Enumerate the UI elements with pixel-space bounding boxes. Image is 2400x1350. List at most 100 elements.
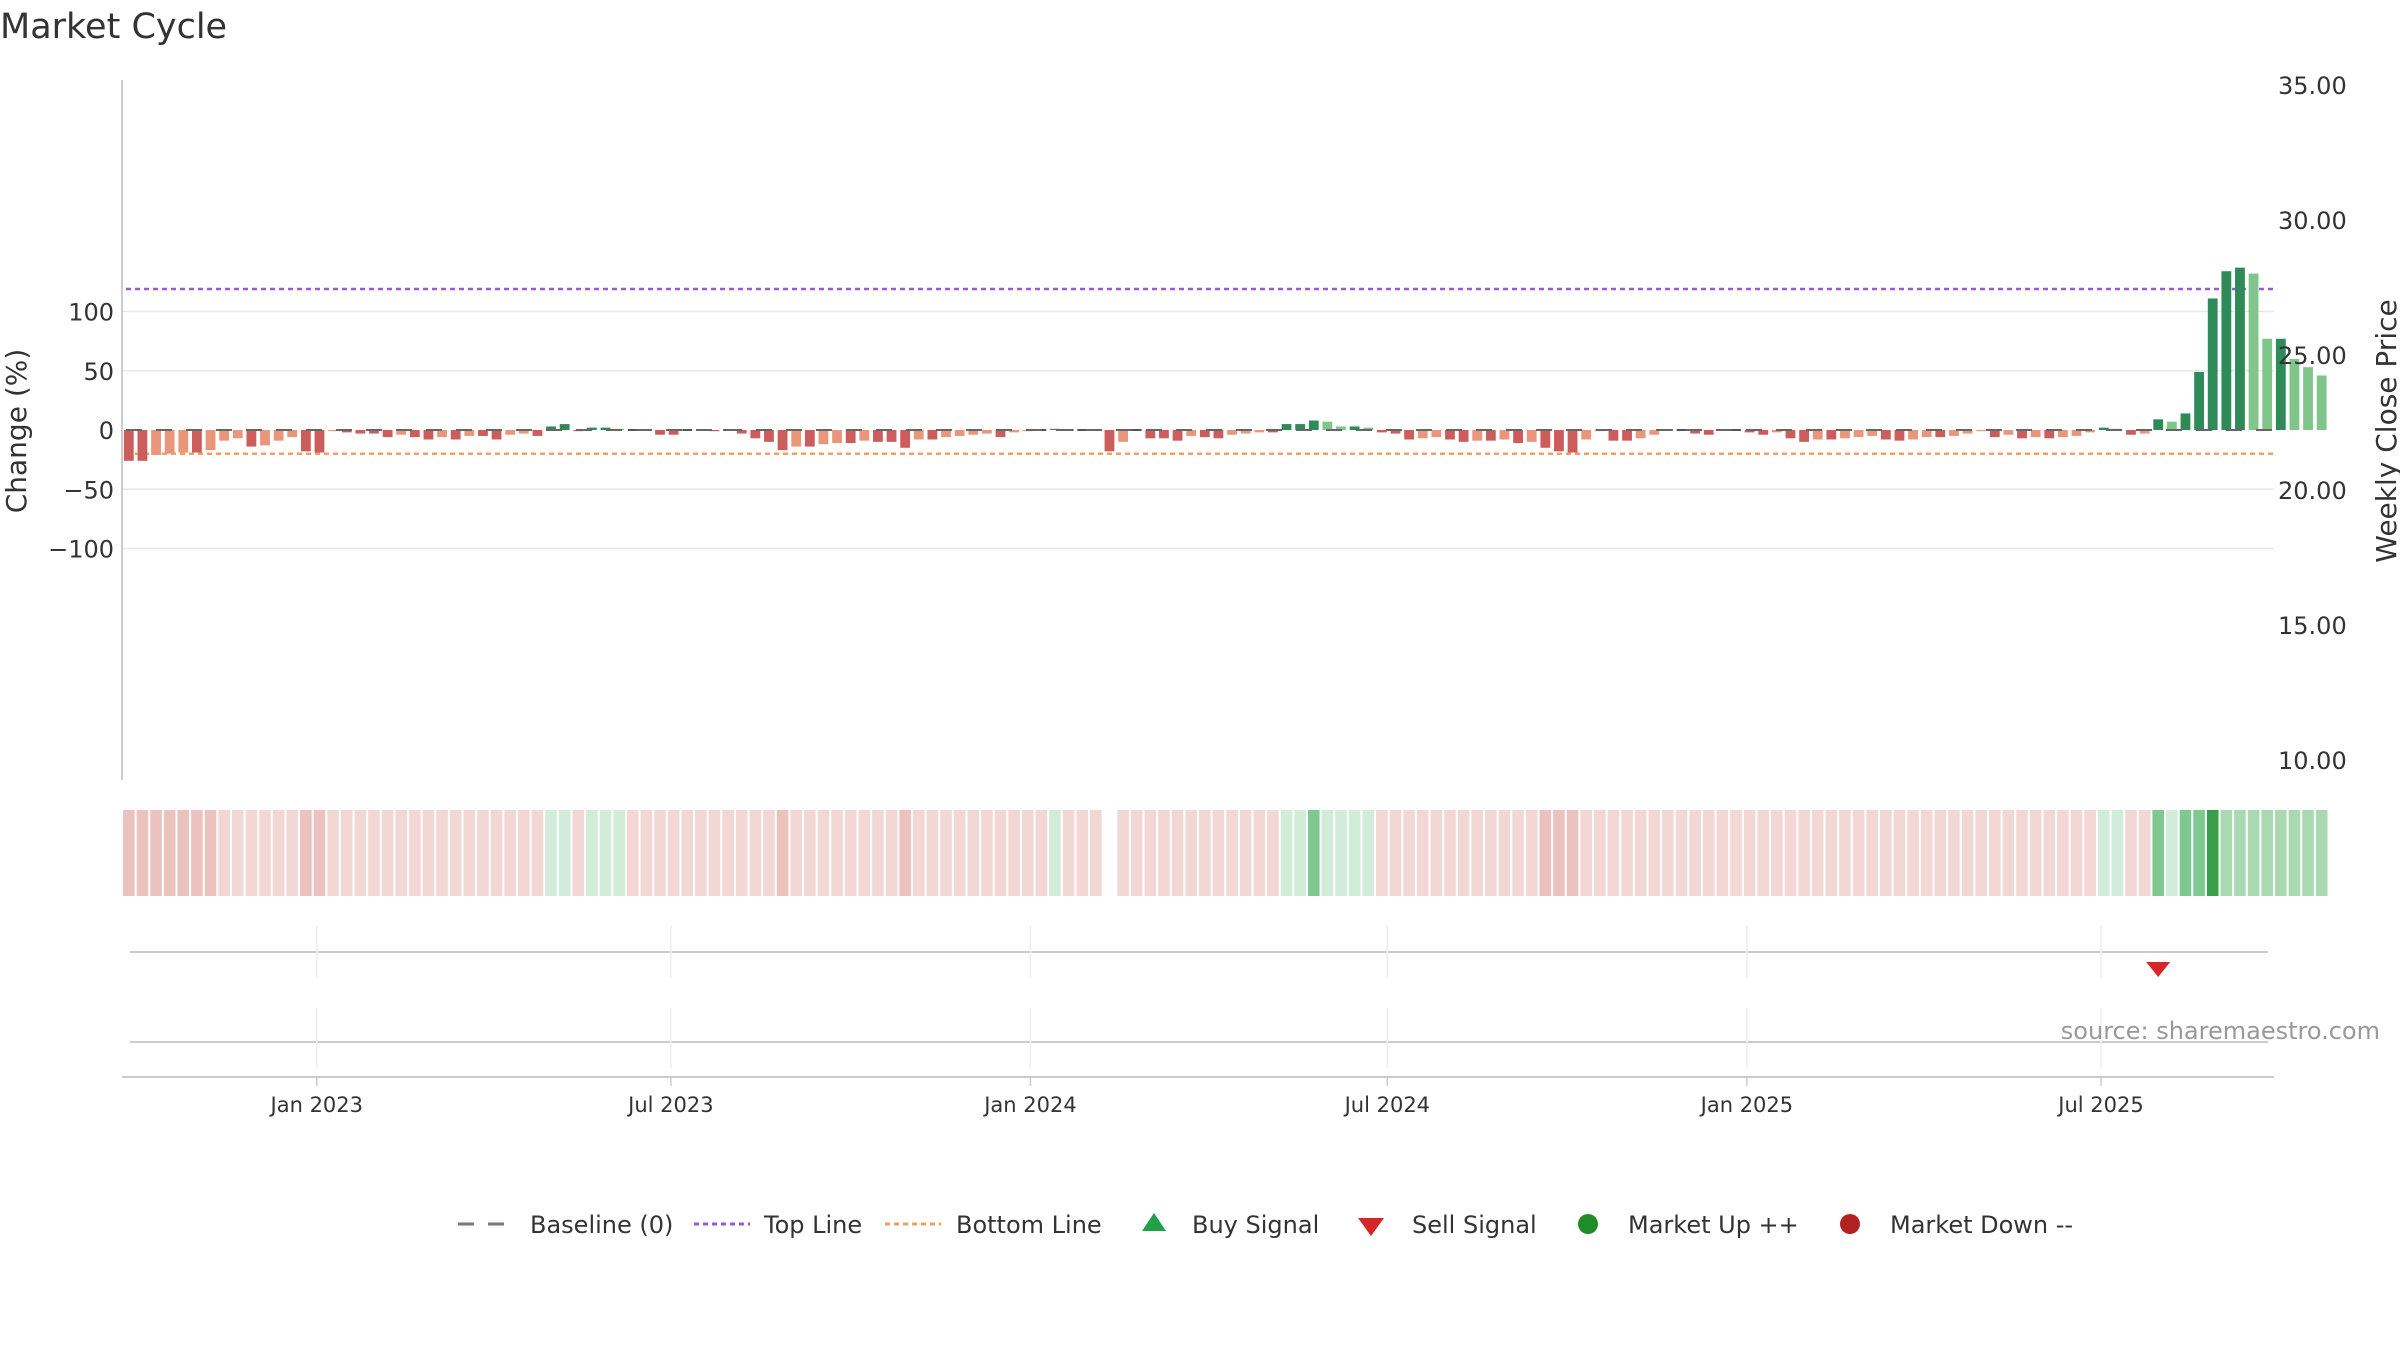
bar — [1009, 430, 1020, 433]
strip-cell — [1253, 810, 1266, 896]
legend-buy-label: Buy Signal — [1192, 1211, 1319, 1239]
bar — [2221, 271, 2232, 430]
strip-cell — [422, 810, 435, 896]
bar — [192, 430, 202, 453]
strip-cell — [763, 810, 775, 896]
x-tick-label: Jan 2024 — [982, 1093, 1077, 1117]
strip-cell — [1825, 810, 1838, 896]
cycle-strip — [123, 810, 2328, 896]
strip-cell — [1607, 810, 1620, 896]
bar — [804, 430, 815, 447]
strip-cell — [177, 810, 190, 896]
bar — [1199, 430, 1210, 438]
bar — [832, 430, 842, 444]
strip-cell — [1362, 810, 1375, 896]
bar — [178, 430, 189, 453]
bar — [1758, 430, 1769, 435]
bar — [2098, 427, 2109, 430]
strip-cell — [940, 810, 952, 896]
strip-cell — [2179, 810, 2192, 896]
bar — [886, 430, 897, 442]
strip-cell — [2084, 810, 2096, 896]
bar — [1431, 430, 1442, 438]
strip-cell — [531, 810, 544, 896]
bar — [423, 430, 434, 440]
strip-cell — [2002, 810, 2015, 896]
signal-panel — [130, 925, 2268, 978]
bar — [1213, 430, 1224, 439]
strip-cell — [640, 810, 653, 896]
right-tick-label: 30.00 — [2278, 207, 2347, 235]
bar — [1526, 430, 1537, 442]
bar — [1254, 430, 1265, 433]
strip-cell — [272, 810, 285, 896]
sell-signal-marker — [2146, 962, 2171, 977]
strip-cell — [599, 810, 612, 896]
strip-cell — [1130, 810, 1143, 896]
bar — [1376, 430, 1387, 433]
bar — [300, 430, 311, 452]
bar — [1853, 430, 1864, 438]
bar — [1867, 430, 1878, 436]
strip-cell — [1294, 810, 1306, 896]
strip-cell — [613, 810, 625, 896]
bar — [1308, 420, 1319, 430]
bar — [260, 430, 270, 446]
strip-cell — [667, 810, 680, 896]
bar — [2030, 430, 2041, 438]
left-axis-label: Change (%) — [0, 349, 33, 514]
strip-cell — [804, 810, 816, 896]
bar — [1785, 430, 1796, 439]
bar — [314, 430, 325, 453]
bar — [1690, 430, 1701, 434]
strip-cell — [1621, 810, 1633, 896]
bar — [913, 430, 924, 440]
strip-cell — [2125, 810, 2137, 896]
bar — [2275, 338, 2286, 430]
bar — [123, 430, 134, 461]
strip-cell — [340, 810, 353, 896]
bar — [1649, 430, 1660, 435]
strip-cell — [2043, 810, 2056, 896]
bar — [437, 430, 447, 438]
bar — [1840, 430, 1850, 439]
left-tick-label: 50 — [83, 358, 114, 386]
strip-cell — [1961, 810, 1974, 896]
strip-cell — [1090, 810, 1102, 896]
strip-cell — [1457, 810, 1470, 896]
bar — [1949, 430, 1959, 436]
bar — [1336, 426, 1346, 430]
bar — [273, 430, 284, 441]
right-tick-label: 35.00 — [2278, 72, 2347, 100]
strip-cell — [1798, 810, 1810, 896]
strip-cell — [1307, 810, 1320, 896]
bar — [586, 427, 597, 430]
bar — [164, 430, 175, 454]
strip-cell — [395, 810, 408, 896]
strip-cell — [327, 810, 339, 896]
bar — [2207, 298, 2218, 430]
strip-cell — [967, 810, 980, 896]
market-up-icon — [1578, 1214, 1598, 1234]
bar — [232, 430, 243, 439]
bar — [355, 430, 366, 434]
bar — [941, 430, 951, 438]
bar — [818, 430, 829, 445]
strip-cell — [2166, 810, 2178, 896]
lower-panel — [122, 1008, 2274, 1078]
bar — [328, 430, 339, 432]
bar — [995, 430, 1006, 438]
bar — [600, 427, 611, 430]
bar — [736, 430, 747, 434]
strip-cell — [790, 810, 803, 896]
strip-cell — [626, 810, 639, 896]
chart-title: Market Cycle — [0, 7, 227, 47]
strip-cell — [2016, 810, 2028, 896]
strip-cell — [1430, 810, 1443, 896]
strip-cell — [1239, 810, 1252, 896]
bar — [2153, 419, 2164, 430]
strip-cell — [586, 810, 598, 896]
strip-cell — [1008, 810, 1020, 896]
strip-cell — [912, 810, 925, 896]
bar — [505, 430, 516, 435]
